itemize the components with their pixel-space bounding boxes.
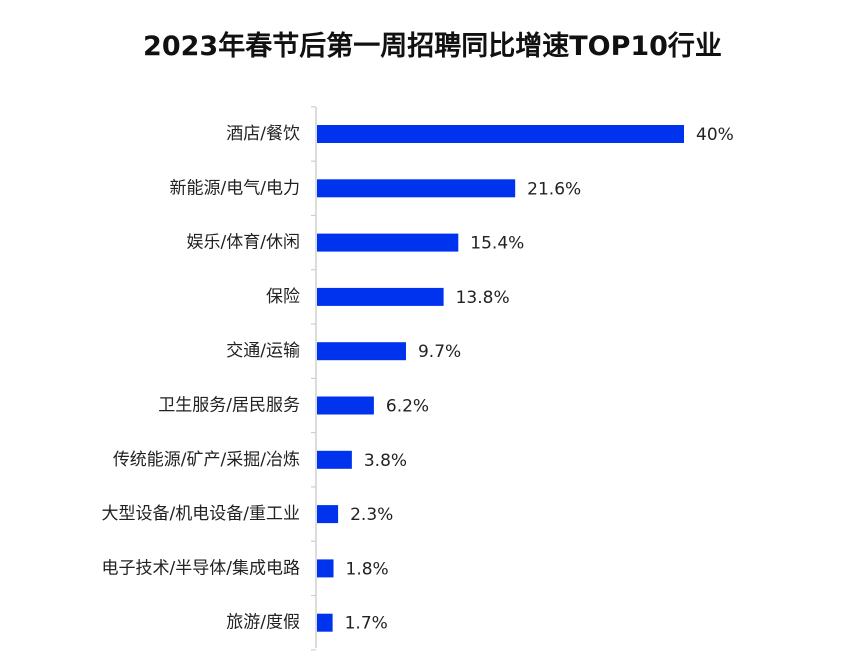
- bar: [317, 125, 684, 143]
- data-label: 40%: [696, 125, 734, 145]
- data-label: 15.4%: [470, 234, 524, 254]
- bar: [317, 450, 352, 469]
- category-label: 传统能源/矿产/采掘/冶炼: [113, 450, 300, 470]
- bar: [317, 342, 406, 361]
- data-label: 6.2%: [386, 397, 429, 417]
- bar: [317, 396, 374, 415]
- bar: [317, 287, 444, 306]
- category-label: 新能源/电气/电力: [170, 178, 300, 198]
- data-label: 2.3%: [350, 505, 393, 525]
- bar: [317, 233, 459, 252]
- category-label: 娱乐/体育/休闲: [187, 233, 300, 253]
- category-label: 电子技术/半导体/集成电路: [102, 558, 300, 578]
- category-label: 保险: [266, 287, 300, 307]
- data-label: 3.8%: [364, 451, 407, 471]
- axis-layer: [311, 106, 317, 651]
- chart-title: 2023年春节后第一周招聘同比增速TOP10行业: [143, 31, 722, 62]
- bar-layer: [317, 125, 684, 632]
- bar: [317, 559, 334, 578]
- data-label: 1.8%: [346, 559, 389, 579]
- data-label: 1.7%: [345, 614, 388, 634]
- bar: [317, 179, 516, 198]
- category-label: 大型设备/机电设备/重工业: [102, 504, 300, 524]
- data-label: 13.8%: [456, 288, 510, 308]
- label-layer: 酒店/餐饮 40% 新能源/电气/电力 21.6% 娱乐/体育/休闲 15.4% 保险 13.…: [102, 124, 734, 634]
- data-label: 21.6%: [527, 179, 581, 199]
- category-label: 酒店/餐饮: [226, 124, 300, 144]
- category-label: 交通/运输: [226, 341, 300, 361]
- bar: [317, 613, 333, 632]
- data-label: 9.7%: [418, 342, 461, 362]
- bar: [317, 505, 339, 524]
- category-label: 旅游/度假: [226, 613, 300, 633]
- category-label: 卫生服务/居民服务: [158, 396, 300, 416]
